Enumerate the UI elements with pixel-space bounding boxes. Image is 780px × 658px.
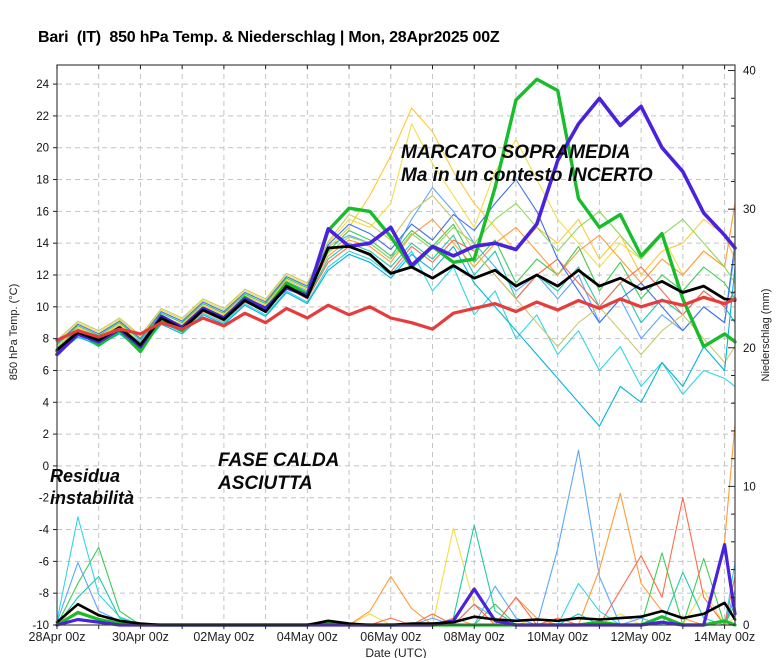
x-tick-label: 30Apr 00z [112, 630, 169, 644]
chart-title: Bari (IT) 850 hPa Temp. & Niederschlag |… [38, 29, 500, 46]
precip-member-6 [56, 423, 736, 626]
right-axis-label: Niederschlag (mm) [760, 288, 772, 382]
temp-member-12 [56, 245, 736, 427]
ensemble-mean-precip [55, 601, 737, 627]
temp-tick-label: -6 [39, 556, 49, 568]
precip-member-4 [56, 524, 736, 626]
temp-tick-label: 4 [43, 397, 50, 409]
precip-tick-label: 20 [743, 343, 756, 355]
annotation-residua-instabilita: Residua instabilità [50, 466, 134, 510]
x-tick-label: 02May 00z [193, 630, 254, 644]
temp-tick-label: 2 [43, 429, 49, 441]
annotation-residual-line1: Residua [50, 466, 121, 486]
temp-member-05 [56, 123, 736, 343]
temp-tick-label: -4 [39, 525, 50, 537]
temp-member-11 [56, 194, 736, 364]
temp-member-08 [56, 239, 736, 354]
x-tick-label: 08May 00z [444, 630, 505, 644]
precip-tick-label: 30 [743, 204, 756, 216]
x-tick-label: 14May 00z [694, 630, 755, 644]
temp-tick-label: 10 [36, 302, 49, 314]
temp-member-09 [56, 178, 736, 344]
x-tick-label: 06May 00z [360, 630, 421, 644]
bottom-axis-label: Date (UTC) [365, 646, 427, 658]
precip-member-3 [56, 527, 736, 626]
left-axis-label: 850 hPa Temp. (°C) [8, 283, 20, 381]
annotation-dry-line2: ASCIUTTA [218, 473, 313, 495]
precip-member-1 [56, 516, 736, 626]
temp-tick-label: 14 [36, 238, 49, 250]
plot-frame [56, 64, 736, 626]
x-tick-label: 28Apr 00z [29, 630, 86, 644]
x-tick-label: 04May 00z [277, 630, 338, 644]
annotation-warm-line2: Ma in un contesto INCERTO [401, 165, 653, 187]
precip-member-2 [56, 546, 736, 626]
temp-tick-label: -8 [39, 588, 49, 600]
temp-tick-label: 22 [36, 111, 49, 123]
precip-member-5 [56, 449, 736, 626]
temp-tick-label: -2 [39, 493, 49, 505]
annotation-marcato-sopramedia: MARCATO SOPRAMEDIA Ma in un contesto INC… [401, 141, 653, 187]
x-tick-label: 12May 00z [611, 630, 672, 644]
temp-tick-label: 6 [43, 365, 49, 377]
annotation-residual-line2: instabilità [50, 487, 135, 508]
precip-tick-label: 10 [743, 481, 756, 493]
precip-tick-label: 40 [743, 66, 756, 78]
temp-tick-label: 0 [43, 461, 49, 473]
precip-tick-label: 0 [743, 620, 749, 632]
temp-tick-label: 8 [43, 334, 49, 346]
climate-mean [55, 295, 737, 342]
ensemble-mean [55, 244, 737, 352]
temp-tick-label: 12 [36, 270, 49, 282]
annotation-fase-calda-asciutta: FASE CALDA ASCIUTTA [218, 449, 339, 495]
x-tick-label: 10May 00z [527, 630, 588, 644]
temp-tick-label: 18 [36, 175, 49, 187]
annotation-warm-line1: MARCATO SOPRAMEDIA [401, 142, 631, 163]
temp-tick-label: -10 [32, 620, 49, 632]
temp-tick-label: 24 [36, 79, 49, 91]
operational-run [55, 77, 737, 354]
temp-tick-label: 20 [36, 143, 49, 155]
operational-precip [55, 610, 737, 627]
annotation-dry-line1: FASE CALDA [218, 450, 340, 471]
temp-tick-label: 16 [36, 206, 49, 218]
control-run [55, 96, 737, 357]
